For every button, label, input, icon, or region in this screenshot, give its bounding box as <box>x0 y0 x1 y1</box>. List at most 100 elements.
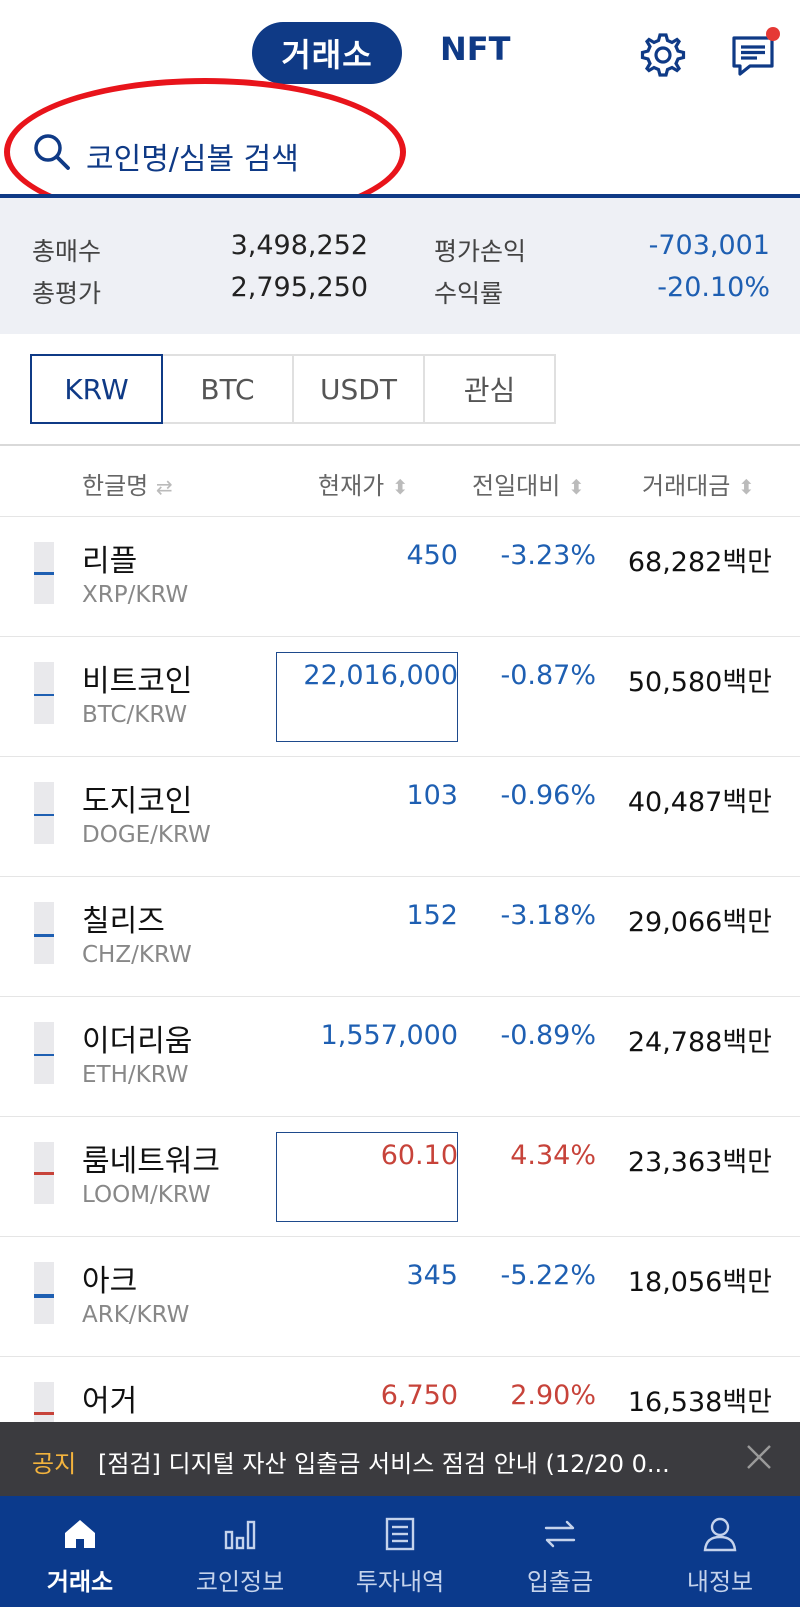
nav-label: 입출금 <box>526 1568 594 1596</box>
coin-price: 450 <box>406 540 458 571</box>
mini-candle-icon <box>34 1142 54 1204</box>
coin-change: -0.96% <box>500 780 596 811</box>
coin-volume: 50,580백만 <box>627 667 772 698</box>
tab-krw[interactable]: KRW <box>30 354 163 424</box>
divider <box>0 1116 800 1117</box>
price-flash-box <box>276 652 458 742</box>
sort-icon: ⬍ <box>567 475 585 499</box>
coin-change: 2.90% <box>510 1380 596 1411</box>
nav-deposit-withdraw[interactable]: 입출금 <box>480 1496 640 1607</box>
chat-icon[interactable] <box>728 30 778 80</box>
table-row[interactable]: 리플 XRP/KRW 450 -3.23% 68,282백만 <box>0 516 800 636</box>
coin-change: -3.23% <box>500 540 596 571</box>
return-value: -20.10% <box>657 272 770 303</box>
table-row[interactable]: 칠리즈 CHZ/KRW 152 -3.18% 29,066백만 <box>0 876 800 996</box>
pnl-label: 평가손익 <box>434 237 527 266</box>
coin-name: 아크 <box>82 1264 138 1299</box>
coin-price: 22,016,000 <box>303 660 458 691</box>
notice-banner[interactable]: 공지 [점검] 디지털 자산 입출금 서비스 점검 안내 (12/20 0... <box>0 1422 800 1496</box>
mini-candle-icon <box>34 1382 54 1422</box>
bottom-nav: 거래소 코인정보 투자내역 입출금 <box>0 1496 800 1607</box>
divider <box>0 1356 800 1357</box>
table-row[interactable]: 룸네트워크 LOOM/KRW 60.10 4.34% 23,363백만 <box>0 1116 800 1236</box>
total-buy-value: 3,498,252 <box>230 230 368 261</box>
coin-symbol: ETH/KRW <box>82 1062 189 1088</box>
bar-chart-icon <box>224 1520 256 1550</box>
mini-candle-icon <box>34 782 54 844</box>
sort-icon: ⬍ <box>391 475 409 499</box>
col-change-header[interactable]: 전일대비 ⬍ <box>472 466 585 501</box>
coin-symbol: LOOM/KRW <box>82 1182 211 1208</box>
coin-name: 룸네트워크 <box>82 1144 220 1179</box>
coin-name: 이더리움 <box>82 1024 193 1059</box>
nav-label: 거래소 <box>46 1568 114 1596</box>
nav-my-info[interactable]: 내정보 <box>640 1496 800 1607</box>
divider <box>0 996 800 997</box>
sort-icon: ⬍ <box>737 475 755 499</box>
nav-investments[interactable]: 투자내역 <box>320 1496 480 1607</box>
coin-symbol: XRP/KRW <box>82 582 189 608</box>
mini-candle-icon <box>34 1262 54 1324</box>
coin-symbol: ARK/KRW <box>82 1302 190 1328</box>
col-volume-label: 거래대금 <box>642 472 731 500</box>
table-row[interactable]: 이더리움 ETH/KRW 1,557,000 -0.89% 24,788백만 <box>0 996 800 1116</box>
coin-change: -0.87% <box>500 660 596 691</box>
total-eval-value: 2,795,250 <box>230 272 368 303</box>
document-icon <box>385 1517 415 1551</box>
pnl-value: -703,001 <box>648 230 770 261</box>
coin-symbol: CHZ/KRW <box>82 942 192 968</box>
coin-price: 152 <box>406 900 458 931</box>
coin-volume: 16,538백만 <box>627 1387 772 1418</box>
person-icon <box>703 1517 737 1552</box>
coin-name: 도지코인 <box>82 784 193 819</box>
coin-volume: 24,788백만 <box>627 1027 772 1058</box>
col-change-label: 전일대비 <box>472 472 561 500</box>
table-row[interactable]: 아크 ARK/KRW 345 -5.22% 18,056백만 <box>0 1236 800 1356</box>
notice-tag: 공지 <box>32 1450 77 1478</box>
total-eval-label: 총평가 <box>32 279 102 308</box>
divider <box>0 516 800 517</box>
coin-volume: 18,056백만 <box>627 1267 772 1298</box>
tab-exchange[interactable]: 거래소 <box>252 22 402 84</box>
coin-volume: 29,066백만 <box>627 907 772 938</box>
nav-label: 코인정보 <box>195 1568 285 1596</box>
coin-name: 리플 <box>82 544 138 579</box>
return-label: 수익률 <box>434 279 504 308</box>
nav-exchange[interactable]: 거래소 <box>0 1496 160 1607</box>
table-row[interactable]: 비트코인 BTC/KRW 22,016,000 -0.87% 50,580백만 <box>0 636 800 756</box>
notice-text[interactable]: [점검] 디지털 자산 입출금 서비스 점검 안내 (12/20 0... <box>98 1450 670 1478</box>
nav-label: 내정보 <box>686 1568 754 1596</box>
portfolio-summary: 총매수 3,498,252 총평가 2,795,250 평가손익 -703,00… <box>0 198 800 334</box>
col-name-header[interactable]: 한글명 ⇄ <box>82 466 173 501</box>
nav-coin-info[interactable]: 코인정보 <box>160 1496 320 1607</box>
divider <box>0 636 800 637</box>
col-price-header[interactable]: 현재가 ⬍ <box>318 466 409 501</box>
coin-price: 345 <box>406 1260 458 1291</box>
coin-name: 비트코인 <box>82 664 193 699</box>
coin-price: 1,557,000 <box>320 1020 458 1051</box>
col-volume-header[interactable]: 거래대금 ⬍ <box>642 466 755 501</box>
table-row[interactable]: 어거 6,750 2.90% 16,538백만 <box>0 1356 800 1422</box>
close-icon[interactable] <box>746 1444 772 1470</box>
coin-change: -0.89% <box>500 1020 596 1051</box>
coin-name: 어거 <box>82 1384 138 1419</box>
swap-icon: ⇄ <box>155 475 173 499</box>
gear-icon[interactable] <box>638 30 688 80</box>
coin-volume: 68,282백만 <box>627 547 772 578</box>
tab-nft[interactable]: NFT <box>440 30 511 68</box>
market-tabs: KRW BTC USDT 관심 <box>30 354 556 424</box>
table-row[interactable]: 도지코인 DOGE/KRW 103 -0.96% 40,487백만 <box>0 756 800 876</box>
divider <box>0 876 800 877</box>
tab-favorites[interactable]: 관심 <box>423 354 556 424</box>
tab-usdt[interactable]: USDT <box>292 354 425 424</box>
tab-btc[interactable]: BTC <box>161 354 294 424</box>
mini-candle-icon <box>34 902 54 964</box>
mini-candle-icon <box>34 1022 54 1084</box>
coin-change: 4.34% <box>510 1140 596 1171</box>
mini-candle-icon <box>34 662 54 724</box>
nav-label: 투자내역 <box>355 1568 445 1596</box>
price-flash-box <box>276 1132 458 1222</box>
search-underline <box>0 194 800 198</box>
coin-price: 103 <box>406 780 458 811</box>
search-bar[interactable]: 코인명/심볼 검색 <box>0 78 800 226</box>
